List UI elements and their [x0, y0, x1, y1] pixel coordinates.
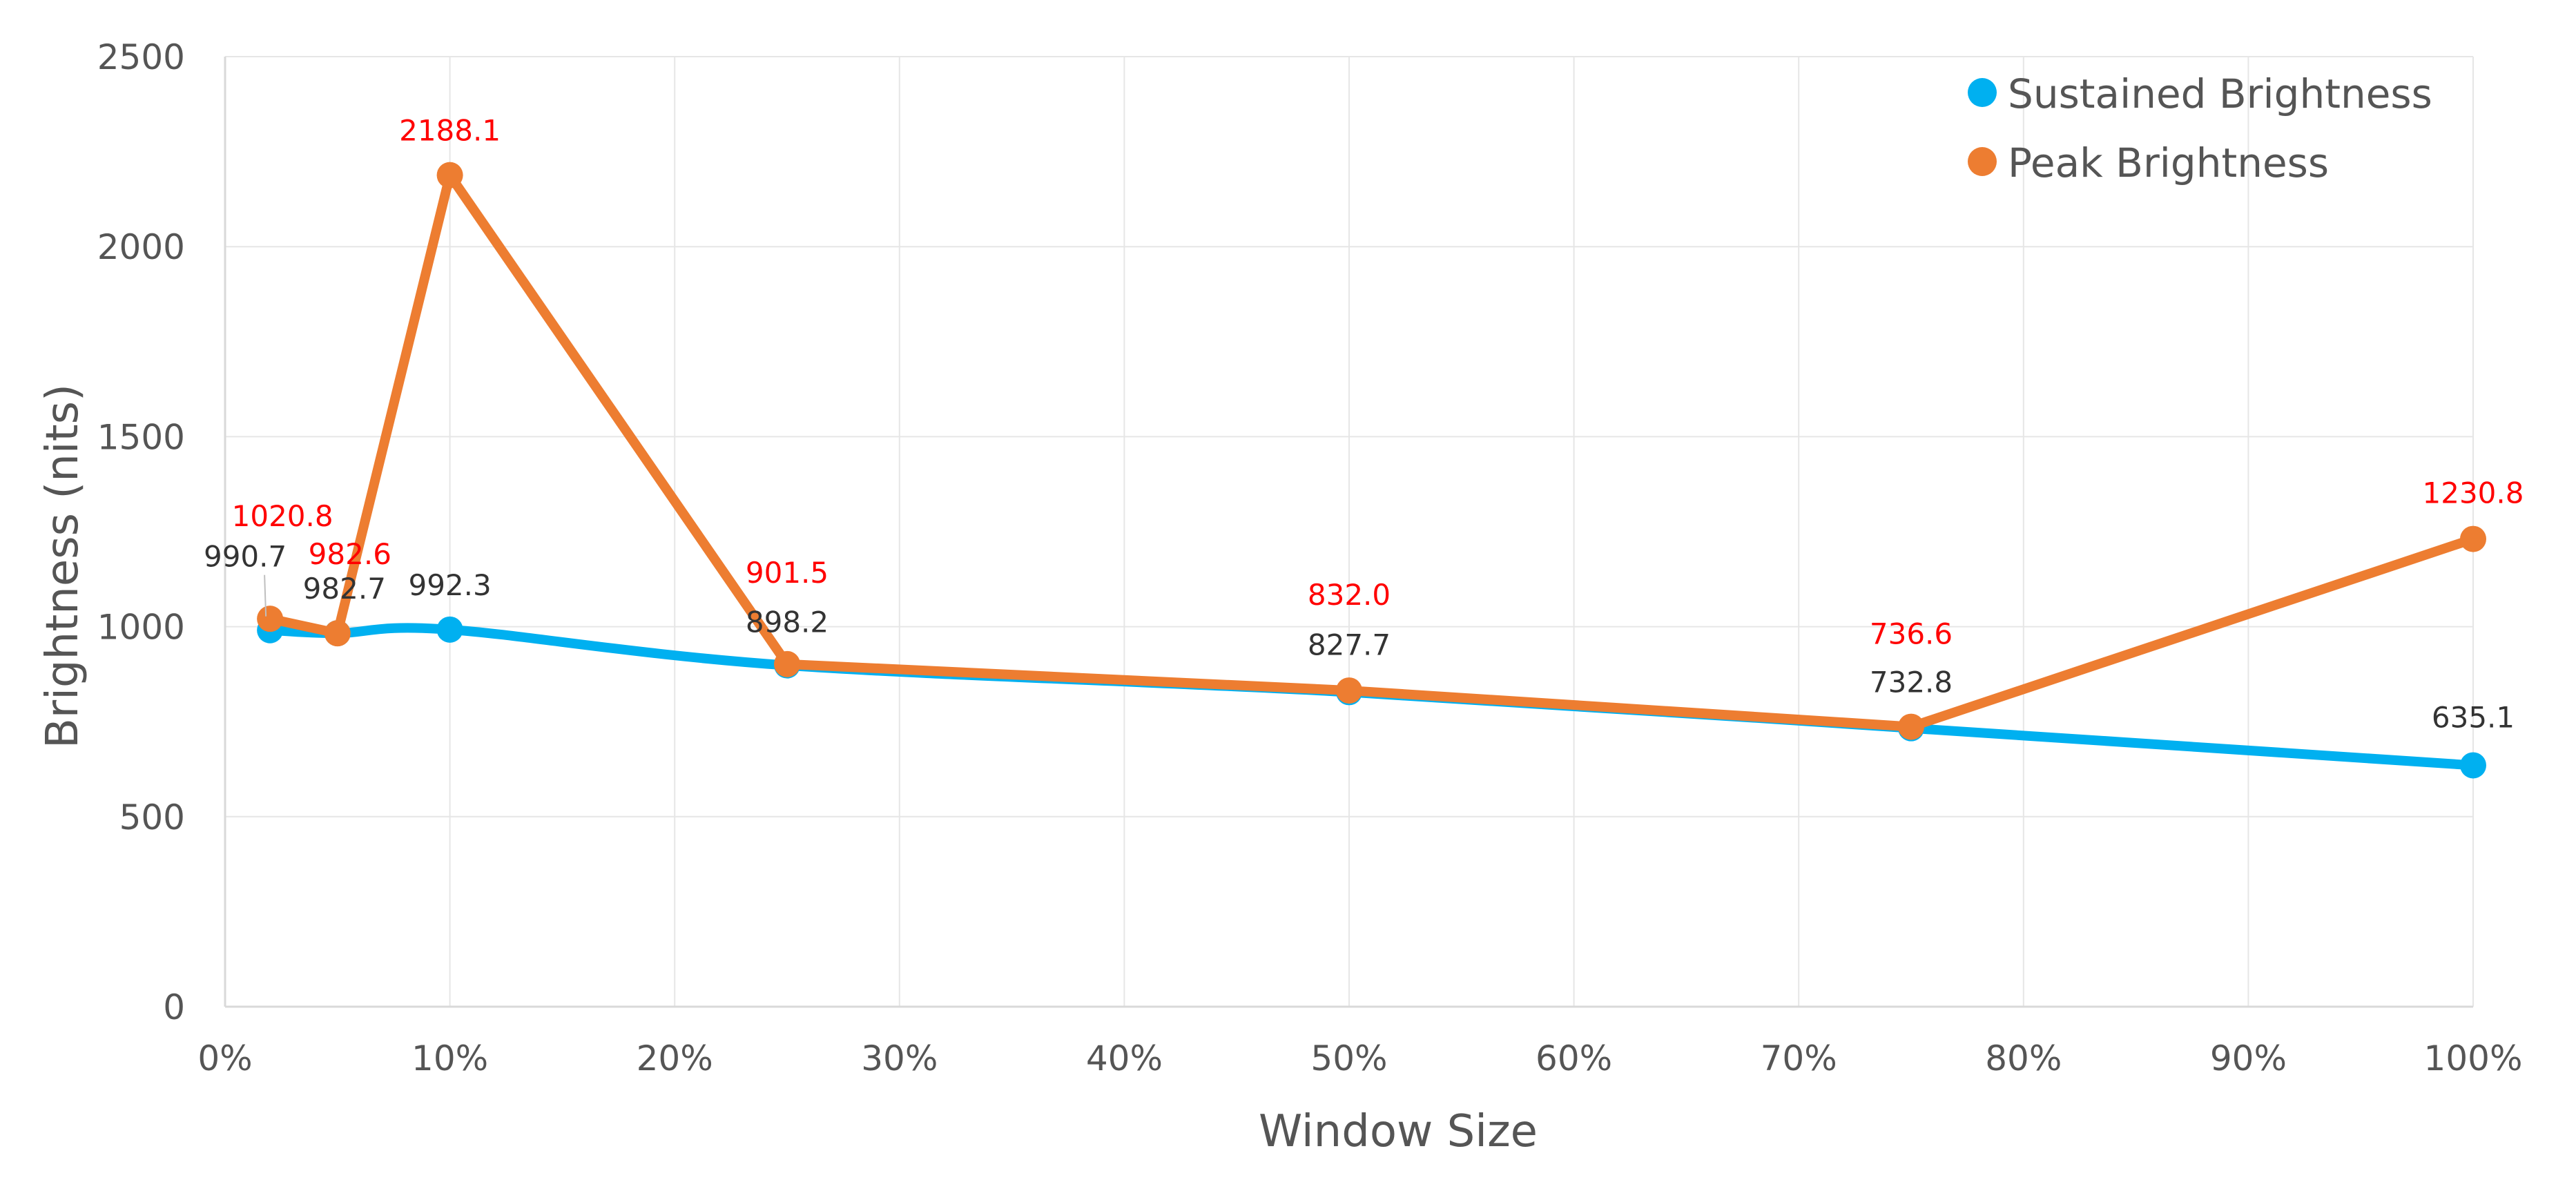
series-0-point [2460, 752, 2486, 779]
series-0-point [436, 616, 463, 643]
data-label-leader [264, 574, 267, 617]
series-1-data-label: 901.5 [746, 556, 829, 590]
series-1-data-label: 2188.1 [399, 114, 501, 148]
series-1-point [1336, 677, 1362, 704]
series-1-point [774, 650, 800, 677]
y-tick-label: 0 [163, 987, 185, 1027]
x-tick-label: 60% [1536, 1038, 1612, 1079]
series-0-data-label: 635.1 [2432, 700, 2515, 734]
series-0-data-label: 732.8 [1870, 666, 1953, 699]
series-lines [257, 162, 2486, 779]
series-1-point [2460, 525, 2486, 552]
series-1-point [324, 620, 351, 647]
y-tick-label: 2500 [97, 37, 185, 77]
series-1-data-label: 982.6 [309, 537, 391, 571]
y-tick-label: 1000 [97, 608, 185, 648]
y-tick-label: 2000 [97, 227, 185, 267]
legend-marker-0 [1968, 78, 1997, 107]
series-0-data-label: 992.3 [408, 568, 491, 602]
x-tick-label: 80% [1985, 1038, 2062, 1079]
series-0-data-label: 898.2 [746, 606, 829, 639]
series-0-data-label: 982.7 [303, 572, 386, 606]
x-tick-label: 90% [2210, 1038, 2287, 1079]
x-tick-label: 0% [197, 1038, 252, 1079]
series-1-point [257, 606, 284, 632]
legend: Sustained Brightness Peak Brightness [1968, 70, 2432, 186]
series-1-data-label: 1230.8 [2423, 476, 2524, 510]
series-1-point [436, 162, 463, 188]
x-tick-label: 40% [1086, 1038, 1163, 1079]
x-axis-title: Window Size [1259, 1106, 1538, 1157]
legend-label-1: Peak Brightness [2008, 139, 2329, 186]
series-0-data-label: 827.7 [1308, 628, 1391, 661]
x-tick-label: 30% [861, 1038, 938, 1079]
x-tick-label: 10% [411, 1038, 488, 1079]
series-1-data-label: 736.6 [1870, 617, 1953, 651]
series-0-data-label: 990.7 [204, 540, 287, 574]
series-1-data-label: 1020.8 [232, 499, 333, 533]
x-tick-label: 100% [2424, 1038, 2523, 1079]
series-1-point [1898, 713, 1924, 740]
legend-label-0: Sustained Brightness [2008, 70, 2432, 117]
y-axis-title: Brightness (nits) [37, 384, 88, 748]
series-1-data-label: 832.0 [1308, 578, 1391, 612]
y-tick-label: 1500 [97, 417, 185, 457]
x-tick-label: 20% [637, 1038, 713, 1079]
x-tick-label: 70% [1761, 1038, 1837, 1079]
x-tick-label: 50% [1310, 1038, 1387, 1079]
axes: 0 500 1000 1500 2000 2500 0% 10% 20% 30% 40% 50% 60%… [97, 37, 2523, 1079]
legend-marker-1 [1968, 147, 1997, 176]
grid [224, 56, 2474, 1007]
y-tick-label: 500 [119, 797, 185, 838]
data-labels: 990.7 982.7 992.3 898.2 827.7 732.8 635.1 1020.… [204, 114, 2524, 735]
